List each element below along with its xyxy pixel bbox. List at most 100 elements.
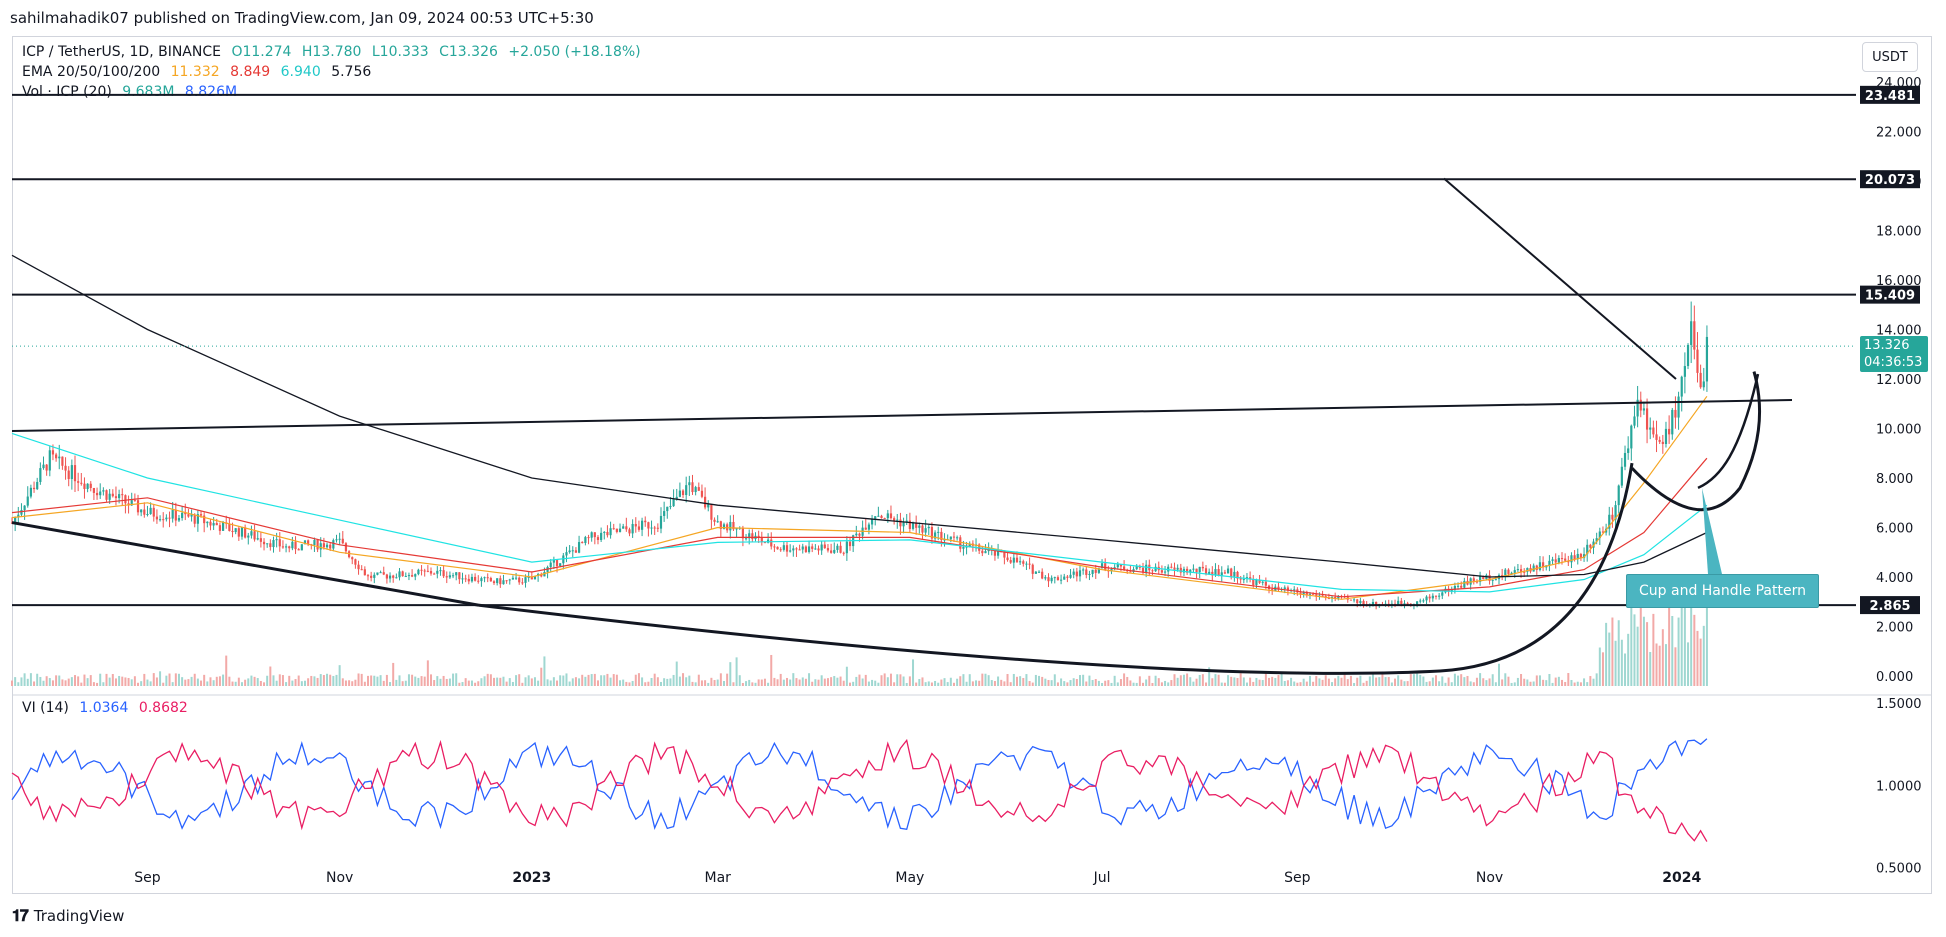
volume-bar <box>1501 679 1504 686</box>
volume-bar <box>404 680 407 686</box>
candle-body <box>1371 601 1375 605</box>
volume-bar <box>1104 680 1107 686</box>
volume-bar <box>1434 675 1437 686</box>
volume-bar <box>612 674 615 686</box>
volume-bar <box>23 673 26 686</box>
price-tick-label: 0.000 <box>1876 670 1913 685</box>
candle-body <box>927 526 930 529</box>
volume-bar <box>1425 681 1428 686</box>
volume-bar <box>80 682 83 686</box>
candle-body <box>1586 544 1589 555</box>
cup-handle-annotation[interactable]: Cup and Handle Pattern <box>1626 574 1819 608</box>
volume-bar <box>1693 614 1696 686</box>
volume-bar <box>1595 673 1598 686</box>
candle-body <box>795 548 798 550</box>
volume-bar <box>1390 682 1393 686</box>
candle-body <box>1419 600 1422 602</box>
volume-bar <box>644 682 647 686</box>
volume-bar <box>39 676 42 686</box>
candle-body <box>1123 566 1126 570</box>
volume-bar <box>1227 675 1230 686</box>
candle-body <box>722 524 726 529</box>
candle-body <box>744 538 748 540</box>
volume-bar <box>414 676 417 686</box>
volume-bar <box>855 676 858 686</box>
candle-body <box>480 578 483 582</box>
candle-body <box>1082 569 1085 571</box>
volume-bar <box>212 680 215 686</box>
candle-body <box>940 531 943 541</box>
volume-bar <box>540 667 543 686</box>
candle-body <box>1504 569 1507 576</box>
volume-bar <box>1258 679 1261 686</box>
ema-label[interactable]: EMA 20/50/100/200 <box>22 64 161 80</box>
candle-body <box>1063 576 1066 580</box>
candle-body <box>1655 434 1658 440</box>
candle-body <box>1551 559 1554 561</box>
volume-bar <box>1078 675 1081 686</box>
volume-bar <box>1305 681 1308 686</box>
vi-label[interactable]: VI (14) <box>22 700 69 716</box>
price-tick-label: 2.000 <box>1876 621 1913 636</box>
volume-bar <box>927 681 930 686</box>
candle-body <box>1217 569 1220 576</box>
candle-body <box>1693 321 1696 350</box>
candle-body <box>508 579 511 581</box>
footer-brand[interactable]: 𝟏𝟕 TradingView <box>12 906 124 926</box>
candle-body <box>136 500 140 513</box>
volume-bar <box>1208 667 1211 686</box>
volume-bar <box>609 677 612 686</box>
volume-bar <box>779 673 782 686</box>
candle-body <box>215 523 218 526</box>
price-tick-label: 10.000 <box>1876 423 1922 438</box>
candle-body <box>1406 603 1409 605</box>
volume-bar <box>1488 678 1491 686</box>
candle-body <box>804 546 808 553</box>
volume-bar <box>203 674 206 686</box>
volume-bar <box>11 680 13 686</box>
candle-body <box>1428 596 1431 599</box>
candle-body <box>1680 376 1683 397</box>
volume-bar <box>389 682 392 686</box>
candle-body <box>322 543 325 548</box>
volume-bar <box>1431 677 1434 686</box>
volume-value-2: 8.826M <box>184 84 238 100</box>
candle-body <box>656 527 659 529</box>
volume-bar <box>1605 622 1608 686</box>
volume-bar <box>1611 617 1614 686</box>
volume-bar <box>997 676 1000 686</box>
volume-bar <box>1160 682 1163 686</box>
volume-bar <box>332 675 335 686</box>
volume-bar <box>159 671 162 686</box>
volume-bar <box>1123 673 1126 686</box>
candle-body <box>155 516 159 520</box>
volume-bar <box>1661 629 1664 686</box>
volume-bar <box>732 682 735 686</box>
candle-body <box>407 575 411 577</box>
volume-bar <box>700 680 703 686</box>
candle-body <box>429 571 433 574</box>
symbol-name[interactable]: ICP / TetherUS, 1D, BINANCE <box>22 44 221 60</box>
candle-body <box>584 537 587 544</box>
price-tick-label: 18.000 <box>1876 225 1922 240</box>
volume-label[interactable]: Vol · ICP (20) <box>22 84 112 100</box>
candle-body <box>206 521 209 524</box>
volume-bar <box>864 674 867 686</box>
volume-bar <box>426 660 429 686</box>
volume-bar <box>1293 681 1296 686</box>
volume-bar <box>565 673 568 686</box>
candle-body <box>1438 595 1441 597</box>
volume-bar <box>962 674 965 686</box>
candle-body <box>505 580 508 582</box>
volume-bar <box>1053 674 1056 686</box>
candle-body <box>247 535 250 538</box>
volume-bar <box>121 676 124 686</box>
volume-bar <box>867 681 870 686</box>
volume-bar <box>319 674 322 686</box>
volume-bar <box>278 674 281 686</box>
volume-bar <box>1475 677 1478 686</box>
currency-button[interactable]: USDT <box>1862 42 1918 72</box>
volume-bar <box>899 674 902 686</box>
candle-body <box>70 465 73 480</box>
